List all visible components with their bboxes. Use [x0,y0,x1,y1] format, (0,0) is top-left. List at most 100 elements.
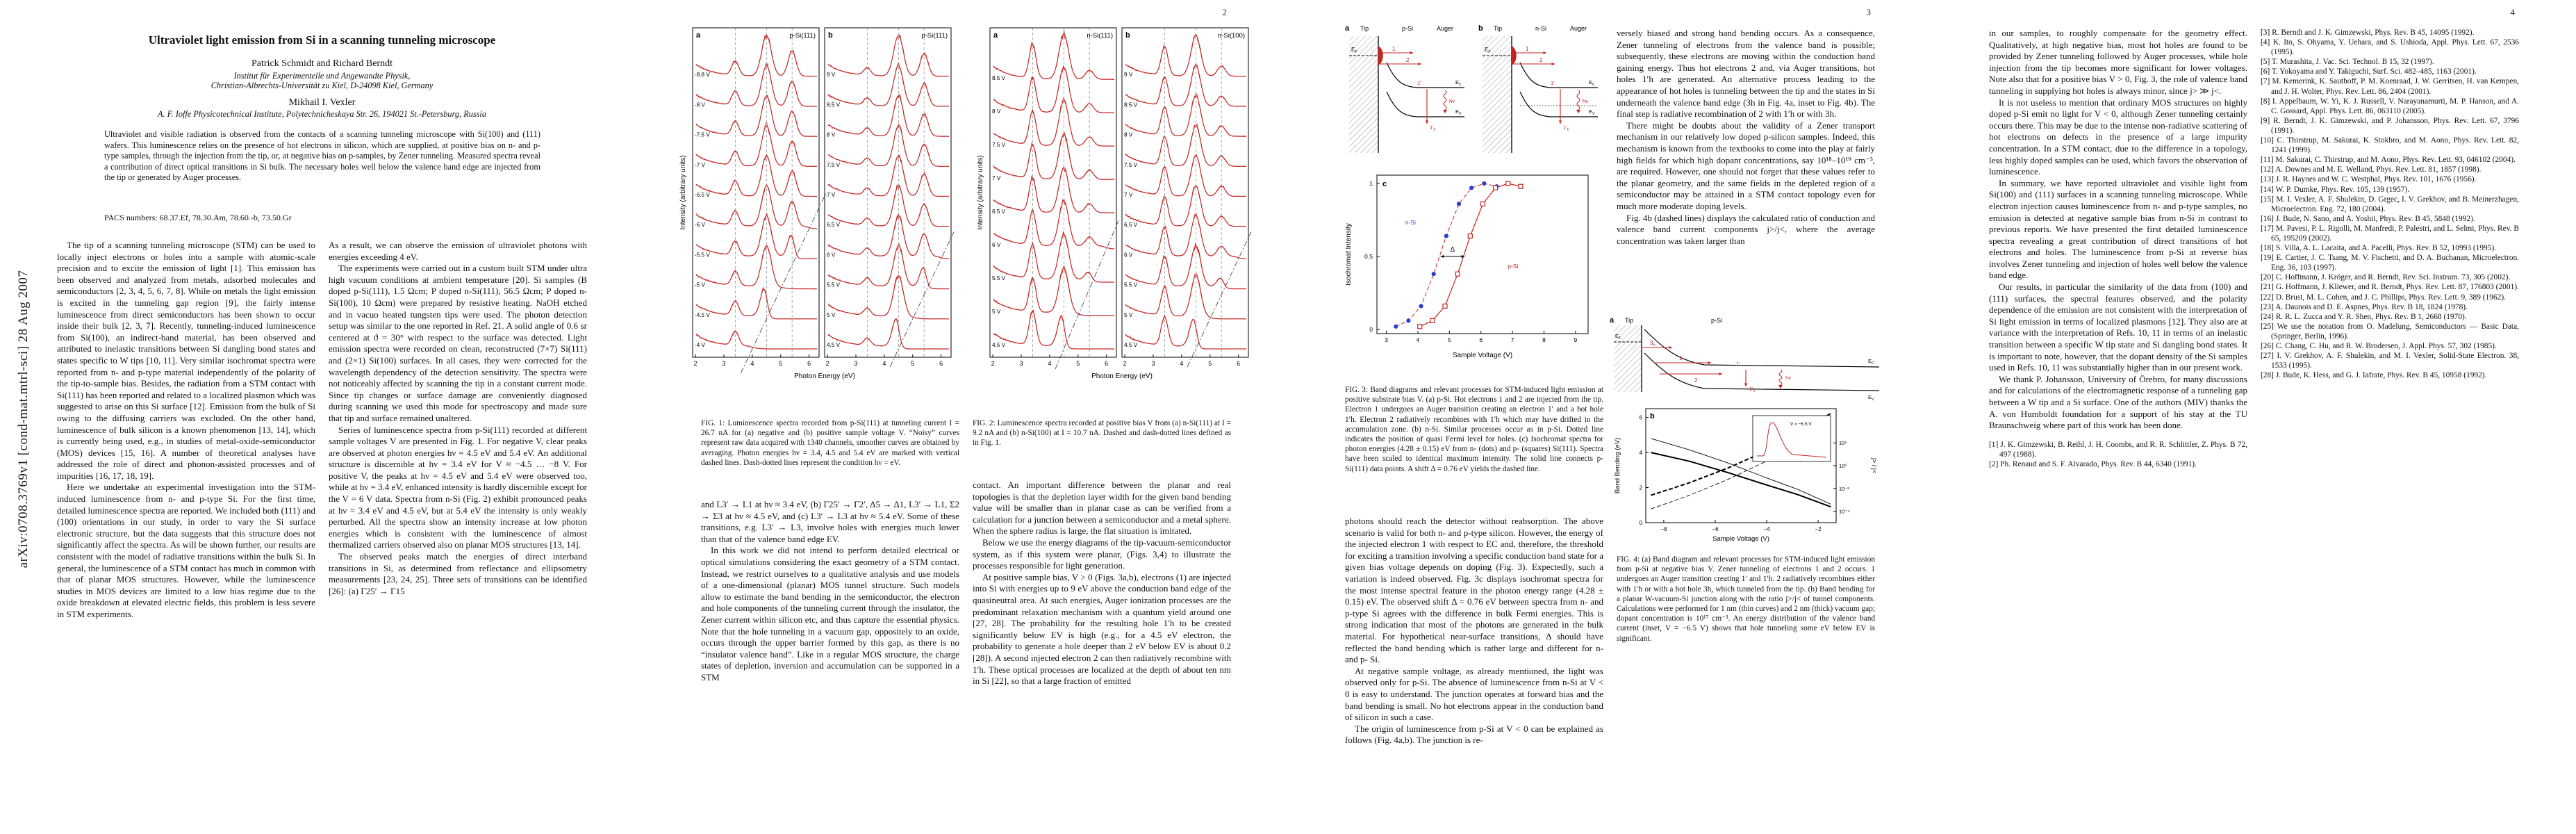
svg-text:1′: 1′ [1417,80,1421,86]
svg-text:n-Si: n-Si [1535,25,1546,32]
svg-text:1′h: 1′h [1430,124,1436,132]
page3-column-left: photons should reach the detector withou… [1345,516,1603,746]
reference-item: [9] R. Berndt, J. K. Gimzewski, and P. J… [2261,116,2519,135]
figure-3-caption: FIG. 3: Band diagrams and relevant proce… [1345,386,1603,473]
svg-text:2: 2 [1406,57,1410,63]
reference-item: [18] S. Villa, A. L. Lacaita, and A. Pac… [2261,244,2497,253]
paragraph: Below we use the energy diagrams of the … [973,537,1231,571]
page-number: 3 [1866,7,1872,17]
svg-text:-5.5 V: -5.5 V [695,252,710,258]
reference-item: [27] I. V. Grekhov, A. F. Shulekin, and … [2261,352,2519,370]
paragraph: Series of luminescence spectra from p-Si… [329,424,587,550]
svg-text:6 V: 6 V [827,252,836,258]
svg-text:hν: hν [1583,98,1588,104]
svg-text:2: 2 [1640,485,1643,491]
page-number: 4 [2510,7,2516,17]
authors-line-1: Patrick Schmidt and Richard Berndt [251,58,393,69]
svg-text:0.5: 0.5 [1364,253,1373,260]
reference-item: [21] G. Hoffmann, J. Kliewer, and R. Ber… [2261,283,2519,292]
paragraph: The observed peaks match the energies of… [329,551,587,596]
page4-column-left: in our samples, to roughly compensate fo… [1989,28,2247,469]
svg-text:7: 7 [1511,336,1514,343]
paragraph: In this work we did not intend to perfor… [701,545,959,682]
reference-item: [25] We use the notation from O. Madelun… [2261,322,2519,341]
svg-text:1: 1 [1392,46,1396,52]
svg-text:n-Si(100): n-Si(100) [1218,32,1245,40]
svg-text:2: 2 [1539,57,1543,63]
reference-item: [15] M. I. Vexler, A. F. Shulekin, D. Gr… [2261,195,2519,213]
svg-text:−2: −2 [1815,526,1822,532]
svg-text:4: 4 [750,360,754,367]
svg-text:p-Si(111): p-Si(111) [921,32,948,40]
svg-text:5: 5 [779,360,782,367]
svg-text:EC: EC [1589,79,1595,87]
svg-text:EF: EF [1485,47,1491,54]
svg-text:3: 3 [1019,360,1023,367]
reference-item: [13] J. R. Haynes and W. C. Westphal, Ph… [2261,175,2477,184]
figure-2-spectra: Intensity (arbitrary units) 2 3 4 5 6 8.5 V 8 V… [976,19,1254,409]
svg-text:Band Bending (eV): Band Bending (eV) [1614,438,1621,493]
svg-text:8: 8 [1542,336,1546,343]
svg-text:7 V: 7 V [992,175,1001,181]
svg-text:8.5 V: 8.5 V [827,101,841,108]
svg-text:9: 9 [1574,336,1577,343]
svg-text:EV: EV [1868,394,1874,402]
reference-item: [4] K. Ito, S. Ohyama, Y. Uehara, and S.… [2261,38,2519,57]
figure-1-caption: FIG. 1: Luminescence spectra recorded fr… [701,419,959,467]
svg-text:9 V: 9 V [827,72,836,78]
svg-text:9 V: 9 V [1124,72,1133,78]
page4-column-right: [3] R. Berndt and J. K. Gimzewski, Phys.… [2261,28,2519,380]
svg-text:a: a [993,31,998,40]
svg-text:-8.8 V: -8.8 V [695,72,710,78]
paragraph: There might be doubts about the validity… [1617,120,1875,211]
reference-item: [7] M. Kemerink, K. Sauthoff, P. M. Koen… [2261,77,2519,96]
svg-text:-6 V: -6 V [695,222,706,228]
svg-text:-6.5 V: -6.5 V [695,192,710,198]
paper-title: Ultraviolet light emission from Si in a … [148,33,496,47]
svg-text:7 V: 7 V [1124,192,1133,198]
paragraph: At positive sample bias, V > 0 (Figs. 3a… [973,571,1231,687]
svg-text:6.5 V: 6.5 V [827,222,841,228]
svg-text:−6: −6 [1712,526,1719,532]
svg-text:hν: hν [1785,375,1791,381]
svg-text:1: 1 [1369,180,1373,187]
paragraph: contact. An important difference between… [973,480,1231,537]
svg-text:p-Si(111): p-Si(111) [789,32,816,40]
paragraph: Here we undertake an experimental invest… [57,482,315,619]
svg-text:6: 6 [939,360,943,367]
svg-text:EF: EF [1351,47,1357,54]
svg-text:−8: −8 [1660,526,1667,532]
svg-text:5: 5 [1076,360,1080,367]
svg-text:4.5 V: 4.5 V [992,342,1006,348]
svg-text:EV: EV [1589,108,1595,116]
svg-text:3: 3 [722,360,725,367]
paragraph: and L3′ → L1 at hν ≈ 3.4 eV, (b) Γ25′ → … [701,499,959,544]
svg-text:6: 6 [1640,415,1643,421]
svg-text:p-Si: p-Si [1711,317,1722,324]
page3-column-right: versely biased and strong band bending o… [1617,28,1875,247]
svg-text:5 V: 5 V [827,312,836,318]
affiliation-1-line-1: Institut für Experimentelle und Angewand… [233,71,411,81]
reference-item: [22] D. Brust, M. L. Cohen, and J. C. Ph… [2261,293,2506,302]
svg-text:V = −6.5 V: V = −6.5 V [1790,422,1812,427]
paragraph: It is not useless to mention that ordina… [1989,97,2247,177]
reference-item: [14] W. P. Dumke, Phys. Rev. 105, 139 (1… [2261,185,2410,194]
pacs-numbers: PACS numbers: 68.37.Ef, 78.30.Am, 78.60.… [104,213,292,222]
svg-text:p-Si: p-Si [1402,25,1413,32]
abstract: Ultraviolet and visible radiation is obs… [104,129,540,183]
svg-text:4: 4 [1180,360,1183,367]
svg-text:8 V: 8 V [992,108,1001,115]
svg-text:4: 4 [882,360,886,367]
reference-item: [6] T. Yokoyama and Y. Takiguchi, Surf. … [2261,67,2477,76]
paragraph: As a result, we can observe the emission… [329,240,587,262]
svg-text:EC: EC [1455,79,1462,87]
svg-text:1′: 1′ [1551,80,1555,86]
reference-item: [3] R. Berndt and J. K. Gimzewski, Phys.… [2261,28,2475,37]
reference-item: [2] Ph. Renaud and S. F. Alvarado, Phys.… [1989,459,2197,468]
svg-text:6: 6 [1479,336,1483,343]
figure-4-band-bending: a Tip p-Si EF EC EV 3h 1 2 1′h 1′ hν b −8 −6 −4 −2 0 2 4 6 10… [1607,314,1885,543]
reference-item: [1] J. K. Gimzewski, B. Reihl, J. H. Coo… [1989,440,2247,459]
svg-text:n-Si(111): n-Si(111) [1087,32,1113,40]
svg-text:4: 4 [1640,450,1643,456]
